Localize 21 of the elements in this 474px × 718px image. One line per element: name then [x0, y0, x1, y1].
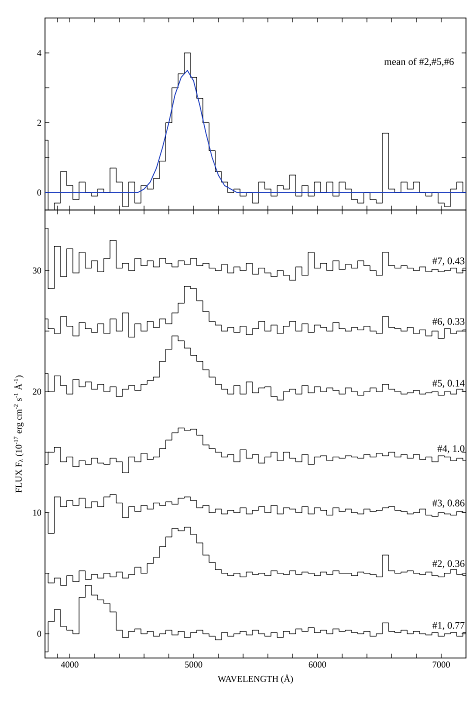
x-tick-label: 4000: [60, 662, 78, 668]
y-tick-label: 0: [37, 630, 42, 637]
annotation: mean of #2,#5,#6: [384, 58, 454, 66]
legend-label: #4, 1.0: [437, 445, 464, 454]
series-label: #5, 0.14: [432, 380, 465, 388]
y-tick-label: 30: [32, 268, 42, 274]
y-tick-label: 10: [33, 510, 42, 516]
series-label: #2, 0.36: [432, 560, 464, 568]
y-tick-label: 4: [37, 50, 42, 56]
x-tick-label: 6000: [308, 662, 326, 668]
x-tick-label: 5000: [185, 662, 202, 668]
series-label: #1, 0.77: [432, 622, 465, 630]
series-label: #3, 0.86: [432, 500, 464, 508]
series-label: #6, 0.33: [432, 318, 464, 326]
y-tick-label: 2: [37, 120, 41, 126]
y-tick-label: 0: [37, 190, 42, 196]
y-tick-label: 20: [32, 388, 42, 395]
text: FLUX F$_{λ}$ (10$^{-17}$ erg cm$^{-2}$ s$^{-1}$ Å$^{-1}$): [14, 376, 24, 493]
series-label: #7, 0.43: [432, 258, 464, 266]
x-axis-title: WAVELENGTH (Å): [218, 674, 293, 684]
x-tick-label: 7000: [432, 662, 450, 668]
